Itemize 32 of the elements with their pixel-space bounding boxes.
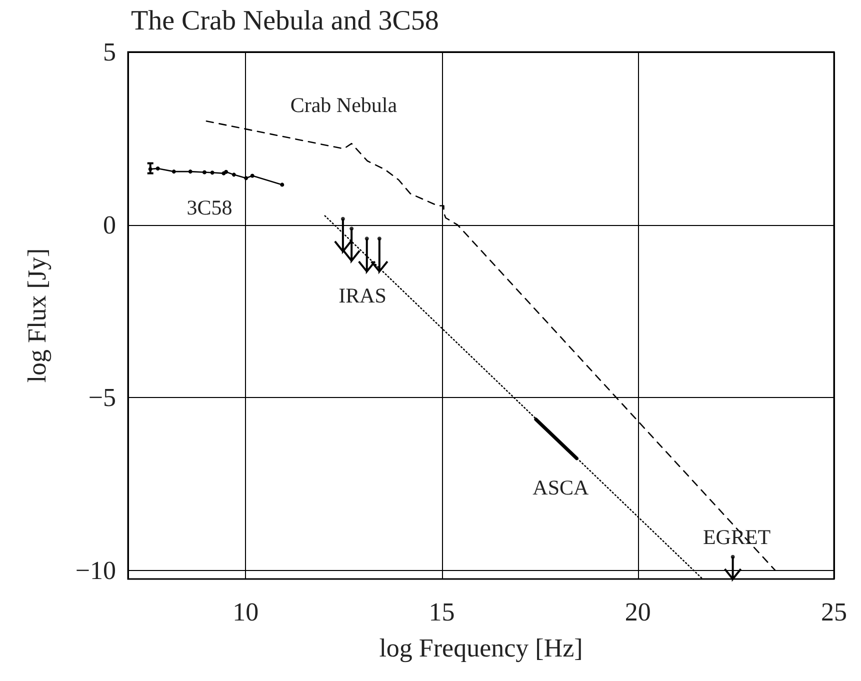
y-tick-label: 5 (103, 38, 116, 66)
point (224, 170, 228, 174)
point (210, 170, 214, 175)
point (148, 167, 152, 172)
y-tick-label: −10 (75, 556, 116, 585)
point (232, 172, 236, 177)
point (377, 236, 382, 241)
point (156, 166, 160, 170)
x-tick-label: 10 (232, 598, 259, 626)
series-label: 3C58 (186, 195, 232, 220)
point (244, 176, 248, 180)
point (202, 170, 206, 174)
point (172, 170, 176, 174)
x-tick-label: 25 (821, 598, 847, 626)
series-label: ASCA (532, 475, 590, 500)
x-tick-label: 15 (428, 598, 455, 626)
series-label: EGRET (702, 524, 771, 549)
point (250, 174, 254, 178)
point (350, 226, 354, 231)
text: IRAS (338, 284, 386, 308)
point (280, 182, 284, 187)
series-label: Crab Nebula (290, 92, 398, 117)
y-tick-label: −5 (88, 383, 116, 412)
y-tick-label: 0 (103, 210, 116, 240)
chart-title: The Crab Nebula and 3C58 (131, 6, 439, 36)
x-tick-label: 20 (624, 598, 651, 626)
x-axis-title: log Frequency [Hz] (379, 634, 583, 662)
point (188, 170, 192, 174)
point (730, 554, 735, 559)
point (340, 216, 345, 221)
y-axis-title: log Flux [Jy] (22, 248, 52, 383)
point (364, 236, 369, 241)
